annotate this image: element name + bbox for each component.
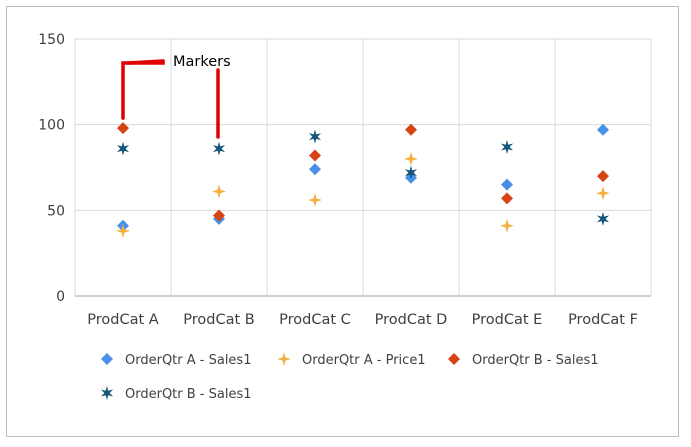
series-4-marker <box>596 211 610 226</box>
legend-label: OrderQtr A - Sales1 <box>125 353 251 368</box>
x-category-label: ProdCat B <box>183 312 254 328</box>
x-category-label: ProdCat E <box>472 312 543 328</box>
series-2-marker <box>116 223 130 238</box>
series-4-marker <box>308 129 322 144</box>
y-tick-label: 50 <box>47 203 65 219</box>
annotation-pointer-a <box>121 59 165 120</box>
markers-annotation: Markers <box>121 54 231 139</box>
legend-label: OrderQtr A - Price1 <box>302 353 426 368</box>
legend-item: OrderQtr B - Sales1 <box>448 353 599 368</box>
series-2-marker <box>500 218 514 233</box>
legend-marker <box>101 353 113 365</box>
x-category-label: ProdCat F <box>568 312 638 328</box>
gridlines <box>74 38 652 297</box>
legend-marker <box>448 353 460 365</box>
annotation-text: Markers <box>173 54 231 70</box>
series-2-marker <box>212 184 226 199</box>
legend-item: OrderQtr A - Sales1 <box>101 353 251 368</box>
series-2-marker <box>596 186 610 201</box>
y-tick-label: 0 <box>56 289 65 305</box>
series-4-marker <box>404 165 418 180</box>
legend: OrderQtr A - Sales1 OrderQtr A - Price1 Or… <box>100 352 599 402</box>
x-category-label: ProdCat D <box>375 312 448 328</box>
series-3-marker <box>501 192 513 205</box>
x-axis-categories: ProdCat A ProdCat B ProdCat C ProdCat D Prod… <box>87 312 638 328</box>
y-tick-label: 100 <box>38 118 65 134</box>
series-1-marker <box>501 178 513 191</box>
chart-frame: 0 50 100 150 ProdCat A ProdCat B ProdCat C Pro… <box>6 6 679 437</box>
series-1-marker <box>597 123 609 136</box>
series-4-marker <box>212 141 226 156</box>
annotation-pointer-a-top <box>126 59 165 65</box>
series-2-marker <box>308 193 322 208</box>
series-3-marker <box>405 123 417 136</box>
series-3-marker <box>597 170 609 183</box>
legend-label: OrderQtr B - Sales1 <box>125 387 252 402</box>
series-4-marker <box>116 141 130 156</box>
y-axis-ticks: 0 50 100 150 <box>38 32 65 305</box>
x-category-label: ProdCat A <box>87 312 159 328</box>
series-1-marker <box>309 163 321 176</box>
series-3-marker <box>117 122 129 135</box>
series-4-marker <box>500 139 514 154</box>
series-3-marker <box>213 209 225 222</box>
legend-marker <box>100 386 114 400</box>
legend-item: OrderQtr B - Sales1 <box>100 386 252 402</box>
legend-item: OrderQtr A - Price1 <box>277 352 426 368</box>
data-markers <box>116 122 610 238</box>
legend-marker <box>277 352 291 366</box>
y-tick-label: 150 <box>38 32 65 48</box>
series-3-marker <box>309 149 321 162</box>
legend-label: OrderQtr B - Sales1 <box>472 353 599 368</box>
x-category-label: ProdCat C <box>279 312 351 328</box>
series-2-marker <box>404 151 418 166</box>
